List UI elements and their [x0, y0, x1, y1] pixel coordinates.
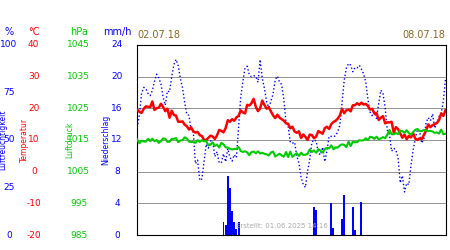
Text: 1035: 1035	[67, 72, 90, 81]
Text: 12: 12	[111, 136, 123, 144]
Text: 100: 100	[0, 40, 18, 50]
Text: %: %	[4, 28, 13, 38]
Bar	[313, 207, 315, 235]
Bar	[330, 203, 332, 235]
Bar	[227, 176, 229, 235]
Text: 50: 50	[3, 136, 15, 144]
Bar	[341, 219, 343, 235]
Text: 995: 995	[70, 199, 87, 208]
Text: 02.07.18: 02.07.18	[137, 30, 180, 40]
Text: 75: 75	[3, 88, 15, 97]
Text: 8: 8	[114, 167, 120, 176]
Text: 08.07.18: 08.07.18	[403, 30, 446, 40]
Text: 20: 20	[28, 104, 40, 113]
Text: -10: -10	[27, 199, 41, 208]
Bar	[343, 196, 345, 235]
Text: 40: 40	[28, 40, 40, 50]
Text: 1025: 1025	[68, 104, 90, 113]
Text: 1045: 1045	[68, 40, 90, 50]
Text: 0: 0	[6, 230, 12, 239]
Bar	[333, 228, 334, 235]
Bar	[231, 211, 233, 235]
Text: Luftdruck: Luftdruck	[65, 122, 74, 158]
Bar	[360, 202, 362, 235]
Bar	[315, 210, 317, 235]
Bar	[352, 207, 354, 235]
Text: Luftfeuchtigkeit: Luftfeuchtigkeit	[0, 110, 7, 170]
Bar	[222, 222, 225, 235]
Bar	[229, 188, 231, 235]
Text: 16: 16	[111, 104, 123, 113]
Text: hPa: hPa	[70, 28, 88, 38]
Text: Niederschlag: Niederschlag	[101, 115, 110, 165]
Text: 1005: 1005	[67, 167, 90, 176]
Bar	[238, 222, 239, 235]
Text: -20: -20	[27, 230, 41, 239]
Text: 24: 24	[112, 40, 122, 50]
Text: 4: 4	[114, 199, 120, 208]
Text: mm/h: mm/h	[103, 28, 131, 38]
Text: 10: 10	[28, 136, 40, 144]
Bar	[225, 226, 227, 235]
Text: 985: 985	[70, 230, 87, 239]
Text: Erstellt: 01.06.2025 14:16: Erstellt: 01.06.2025 14:16	[236, 223, 328, 229]
Text: 0: 0	[114, 230, 120, 239]
Text: 20: 20	[111, 72, 123, 81]
Bar	[233, 222, 235, 235]
Text: °C: °C	[28, 28, 40, 38]
Bar	[235, 229, 237, 235]
Text: Temperatur: Temperatur	[20, 118, 29, 162]
Text: 0: 0	[31, 167, 36, 176]
Text: 25: 25	[3, 183, 15, 192]
Text: 30: 30	[28, 72, 40, 81]
Bar	[354, 230, 356, 235]
Text: 1015: 1015	[67, 136, 90, 144]
